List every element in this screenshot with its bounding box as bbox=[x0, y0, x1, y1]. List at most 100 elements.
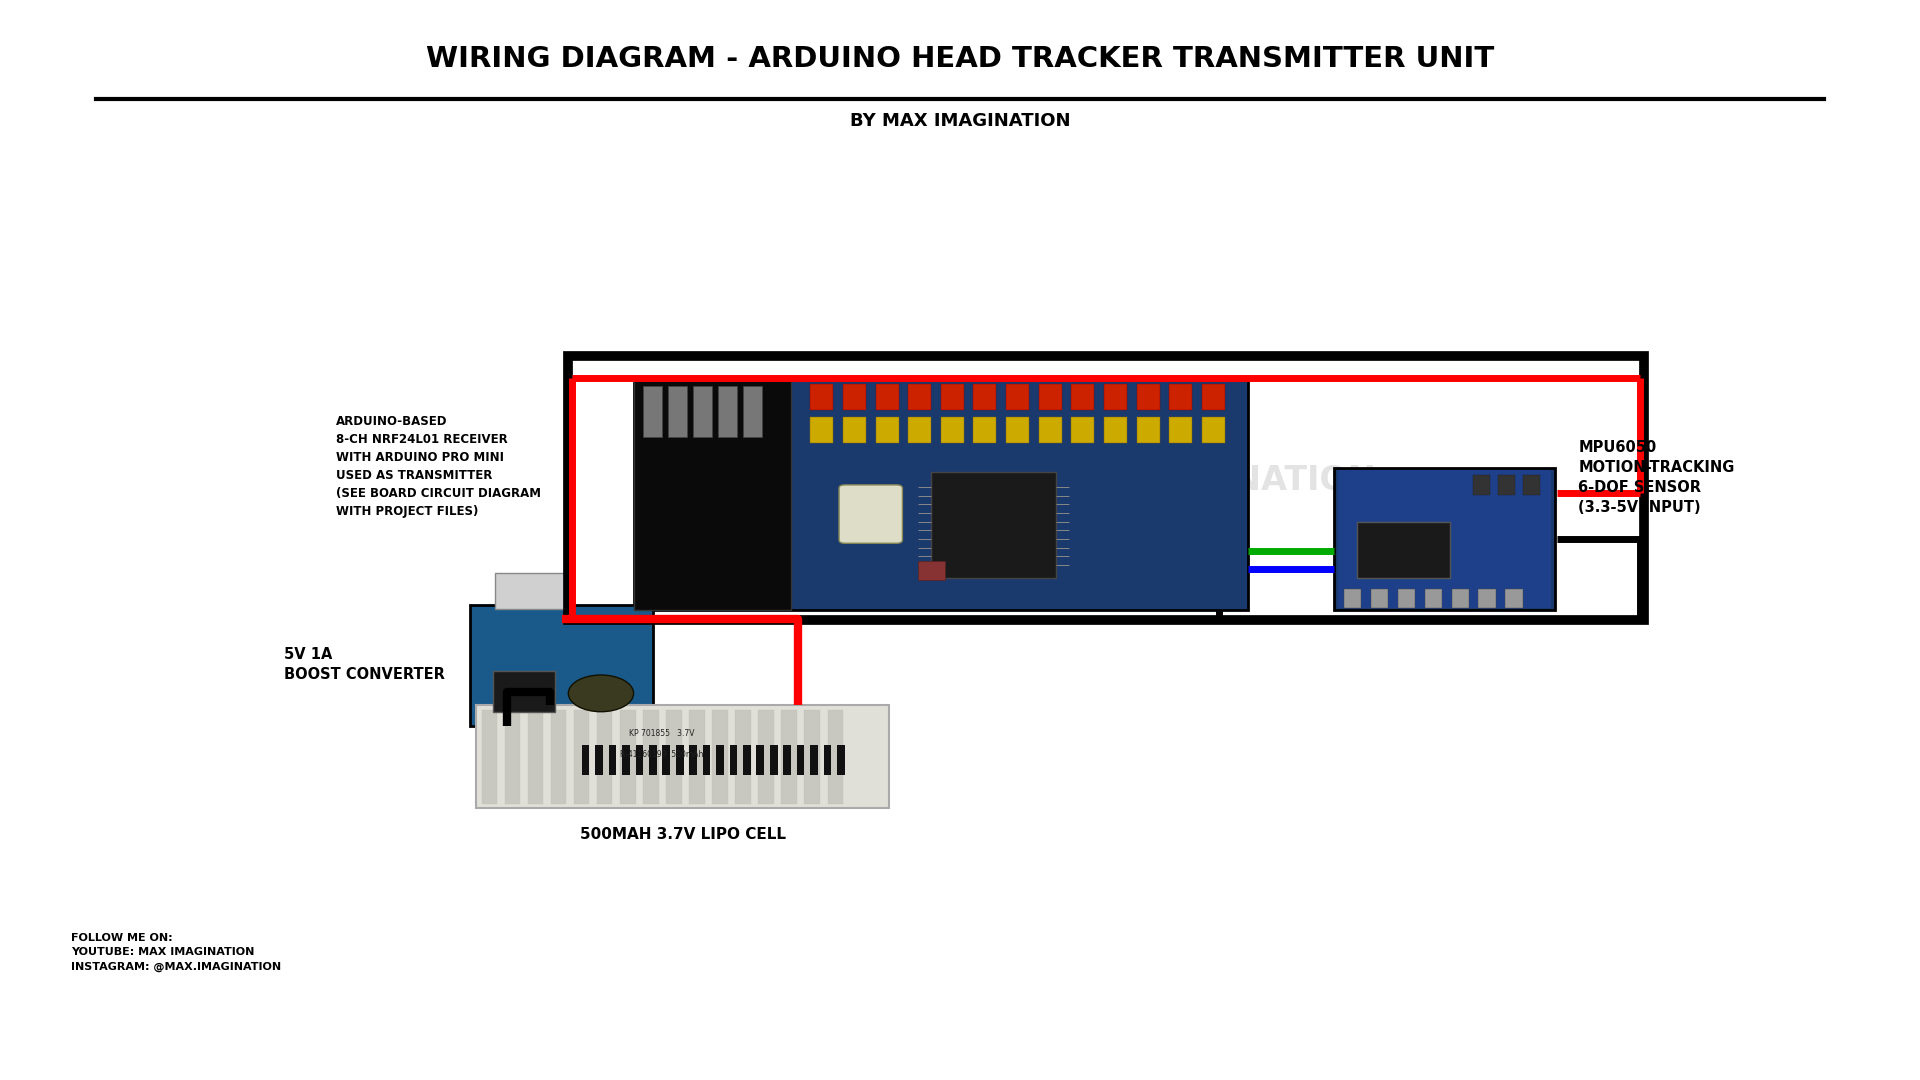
Text: ARDUINO-BASED
8-CH NRF24L01 RECEIVER
WITH ARDUINO PRO MINI
USED AS TRANSMITTER
(: ARDUINO-BASED 8-CH NRF24L01 RECEIVER WIT… bbox=[336, 415, 541, 518]
FancyBboxPatch shape bbox=[634, 378, 791, 610]
Text: KP 701855   3.7V: KP 701855 3.7V bbox=[630, 729, 695, 739]
FancyBboxPatch shape bbox=[781, 710, 797, 804]
FancyBboxPatch shape bbox=[634, 378, 1248, 610]
FancyBboxPatch shape bbox=[712, 710, 728, 804]
FancyBboxPatch shape bbox=[876, 384, 899, 410]
FancyBboxPatch shape bbox=[804, 710, 820, 804]
FancyBboxPatch shape bbox=[783, 745, 791, 775]
FancyBboxPatch shape bbox=[839, 485, 902, 543]
FancyBboxPatch shape bbox=[666, 710, 682, 804]
FancyBboxPatch shape bbox=[1202, 384, 1225, 410]
FancyBboxPatch shape bbox=[1371, 589, 1388, 608]
Text: 5V 1A
BOOST CONVERTER: 5V 1A BOOST CONVERTER bbox=[284, 647, 445, 681]
FancyBboxPatch shape bbox=[643, 710, 659, 804]
FancyBboxPatch shape bbox=[662, 745, 670, 775]
FancyBboxPatch shape bbox=[810, 745, 818, 775]
FancyBboxPatch shape bbox=[797, 745, 804, 775]
FancyBboxPatch shape bbox=[828, 710, 843, 804]
FancyBboxPatch shape bbox=[918, 561, 945, 580]
Text: FOLLOW ME ON:
YOUTUBE: MAX IMAGINATION
INSTAGRAM: @MAX.IMAGINATION: FOLLOW ME ON: YOUTUBE: MAX IMAGINATION I… bbox=[71, 933, 280, 972]
FancyBboxPatch shape bbox=[716, 745, 724, 775]
FancyBboxPatch shape bbox=[1137, 384, 1160, 410]
Text: MPU6050
MOTION-TRACKING
6-DOF SENSOR
(3.3-5V INPUT): MPU6050 MOTION-TRACKING 6-DOF SENSOR (3.… bbox=[1578, 441, 1734, 514]
FancyBboxPatch shape bbox=[941, 384, 964, 410]
FancyBboxPatch shape bbox=[676, 745, 684, 775]
FancyBboxPatch shape bbox=[495, 573, 568, 609]
FancyBboxPatch shape bbox=[1039, 384, 1062, 410]
FancyBboxPatch shape bbox=[1498, 475, 1515, 495]
FancyBboxPatch shape bbox=[1071, 417, 1094, 443]
FancyBboxPatch shape bbox=[1398, 589, 1415, 608]
FancyBboxPatch shape bbox=[908, 384, 931, 410]
FancyBboxPatch shape bbox=[770, 745, 778, 775]
FancyBboxPatch shape bbox=[689, 745, 697, 775]
FancyBboxPatch shape bbox=[649, 745, 657, 775]
FancyBboxPatch shape bbox=[931, 472, 1056, 578]
FancyBboxPatch shape bbox=[810, 417, 833, 443]
FancyBboxPatch shape bbox=[1357, 522, 1450, 578]
FancyBboxPatch shape bbox=[824, 745, 831, 775]
FancyBboxPatch shape bbox=[493, 671, 555, 712]
FancyBboxPatch shape bbox=[505, 710, 520, 804]
FancyBboxPatch shape bbox=[843, 417, 866, 443]
FancyBboxPatch shape bbox=[693, 386, 712, 437]
FancyBboxPatch shape bbox=[620, 710, 636, 804]
FancyBboxPatch shape bbox=[1425, 589, 1442, 608]
FancyBboxPatch shape bbox=[941, 417, 964, 443]
FancyBboxPatch shape bbox=[1006, 384, 1029, 410]
FancyBboxPatch shape bbox=[609, 745, 616, 775]
Text: WIRING DIAGRAM - ARDUINO HEAD TRACKER TRANSMITTER UNIT: WIRING DIAGRAM - ARDUINO HEAD TRACKER TR… bbox=[426, 45, 1494, 73]
FancyBboxPatch shape bbox=[668, 386, 687, 437]
FancyBboxPatch shape bbox=[1452, 589, 1469, 608]
FancyBboxPatch shape bbox=[703, 745, 710, 775]
FancyBboxPatch shape bbox=[482, 710, 497, 804]
FancyBboxPatch shape bbox=[597, 710, 612, 804]
Circle shape bbox=[568, 675, 634, 712]
FancyBboxPatch shape bbox=[973, 384, 996, 410]
FancyBboxPatch shape bbox=[1505, 589, 1523, 608]
FancyBboxPatch shape bbox=[636, 745, 643, 775]
Text: MAX IMAGINATION: MAX IMAGINATION bbox=[1025, 464, 1375, 497]
FancyBboxPatch shape bbox=[1137, 417, 1160, 443]
FancyBboxPatch shape bbox=[1338, 470, 1551, 608]
FancyBboxPatch shape bbox=[810, 384, 833, 410]
FancyBboxPatch shape bbox=[876, 417, 899, 443]
FancyBboxPatch shape bbox=[1202, 417, 1225, 443]
FancyBboxPatch shape bbox=[1006, 417, 1029, 443]
FancyBboxPatch shape bbox=[718, 386, 737, 437]
FancyBboxPatch shape bbox=[582, 745, 589, 775]
FancyBboxPatch shape bbox=[758, 710, 774, 804]
FancyBboxPatch shape bbox=[735, 710, 751, 804]
Text: 500MAH 3.7V LIPO CELL: 500MAH 3.7V LIPO CELL bbox=[580, 827, 785, 842]
Text: BY MAX IMAGINATION: BY MAX IMAGINATION bbox=[851, 112, 1069, 130]
FancyBboxPatch shape bbox=[476, 705, 889, 808]
FancyBboxPatch shape bbox=[1473, 475, 1490, 495]
FancyBboxPatch shape bbox=[1104, 417, 1127, 443]
FancyBboxPatch shape bbox=[730, 745, 737, 775]
FancyBboxPatch shape bbox=[528, 710, 543, 804]
FancyBboxPatch shape bbox=[1344, 589, 1361, 608]
FancyBboxPatch shape bbox=[1478, 589, 1496, 608]
FancyBboxPatch shape bbox=[551, 710, 566, 804]
FancyBboxPatch shape bbox=[756, 745, 764, 775]
FancyBboxPatch shape bbox=[1071, 384, 1094, 410]
FancyBboxPatch shape bbox=[1523, 475, 1540, 495]
FancyBboxPatch shape bbox=[908, 417, 931, 443]
Text: R-41160199  500mAh: R-41160199 500mAh bbox=[620, 750, 703, 759]
FancyBboxPatch shape bbox=[837, 745, 845, 775]
FancyBboxPatch shape bbox=[1104, 384, 1127, 410]
FancyBboxPatch shape bbox=[973, 417, 996, 443]
FancyBboxPatch shape bbox=[1169, 384, 1192, 410]
FancyBboxPatch shape bbox=[1169, 417, 1192, 443]
FancyBboxPatch shape bbox=[689, 710, 705, 804]
FancyBboxPatch shape bbox=[1334, 468, 1555, 610]
FancyBboxPatch shape bbox=[470, 605, 653, 726]
FancyBboxPatch shape bbox=[1039, 417, 1062, 443]
FancyBboxPatch shape bbox=[574, 710, 589, 804]
FancyBboxPatch shape bbox=[843, 384, 866, 410]
FancyBboxPatch shape bbox=[743, 386, 762, 437]
FancyBboxPatch shape bbox=[622, 745, 630, 775]
FancyBboxPatch shape bbox=[595, 745, 603, 775]
FancyBboxPatch shape bbox=[743, 745, 751, 775]
FancyBboxPatch shape bbox=[643, 386, 662, 437]
